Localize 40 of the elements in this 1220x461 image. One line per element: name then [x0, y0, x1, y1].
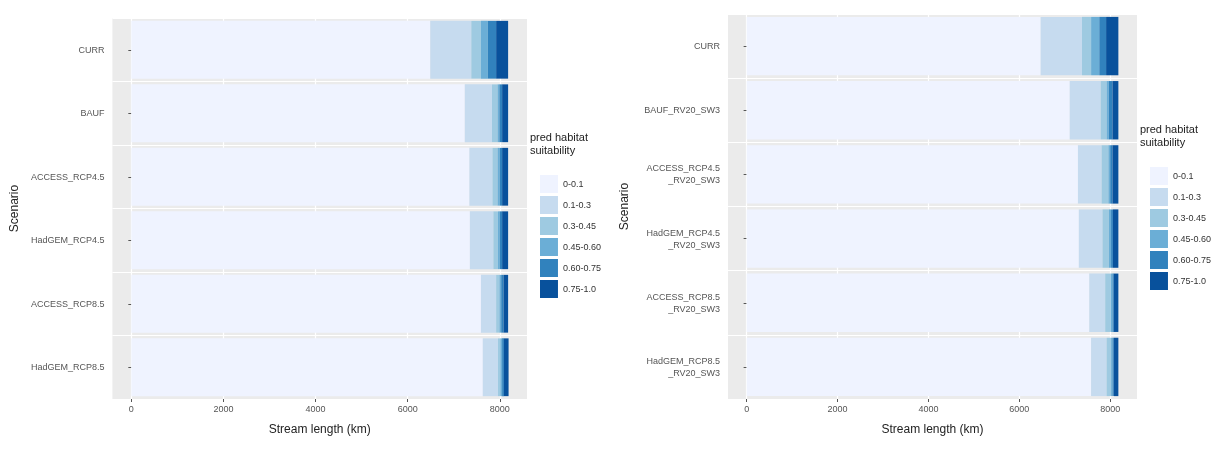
y-tick-label: ACCESS_RCP8.5 — [30, 298, 105, 309]
x-tick-label: 2000 — [213, 403, 234, 414]
y-tick-label: CURR — [694, 41, 721, 52]
y-tick-label: ACCESS_RCP8.5 _RV20_SW3 — [646, 291, 720, 314]
x-tick-label: 2000 — [827, 403, 848, 414]
x-tick-label: 6000 — [397, 403, 418, 414]
legend-label: 0.45-0.60 — [562, 242, 601, 252]
x-axis-title: Stream length (km) — [881, 422, 984, 436]
legend-label: 0.1-0.3 — [1172, 192, 1201, 202]
x-tick-label: 8000 — [1100, 403, 1121, 414]
legend-label: 0-0.1 — [1172, 171, 1194, 181]
legend-title: pred habitat suitability — [1139, 122, 1199, 148]
x-axis-title: Stream length (km) — [268, 422, 371, 436]
legend-label: 0.3-0.45 — [562, 221, 596, 231]
y-axis-title: Scenario — [7, 184, 21, 233]
y-tick-label: HadGEM_RCP8.5 _RV20_SW3 — [646, 355, 720, 378]
legend-label: 0.1-0.3 — [562, 200, 591, 210]
legend-title: pred habitat suitability — [529, 130, 589, 156]
x-tick-label: 4000 — [918, 403, 939, 414]
x-tick-label: 6000 — [1009, 403, 1030, 414]
legend-label: 0.60-0.75 — [562, 263, 601, 273]
y-tick-label: HadGEM_RCP4.5 _RV20_SW3 — [646, 227, 720, 250]
legend-label: 0.45-0.60 — [1172, 234, 1211, 244]
x-tick-label: 8000 — [489, 403, 510, 414]
y-tick-label: ACCESS_RCP4.5 _RV20_SW3 — [646, 163, 720, 186]
y-tick-label: CURR — [78, 44, 105, 55]
y-tick-label: ACCESS_RCP4.5 — [30, 171, 105, 182]
x-tick-label: 0 — [128, 403, 134, 414]
x-tick-label: 0 — [744, 403, 750, 414]
legend-label: 0.3-0.45 — [1172, 213, 1206, 223]
legend-label: 0.75-1.0 — [1172, 276, 1206, 286]
y-tick-label: HadGEM_RCP8.5 — [30, 362, 105, 373]
legend-label: 0.75-1.0 — [562, 284, 596, 294]
x-tick-label: 4000 — [305, 403, 326, 414]
y-tick-label: HadGEM_RCP4.5 — [30, 235, 105, 246]
legend-label: 0-0.1 — [562, 179, 584, 189]
y-tick-label: BAUF_RV20_SW3 — [644, 105, 720, 116]
y-tick-label: BAUF — [80, 108, 105, 119]
y-axis-title: Scenario — [617, 182, 631, 231]
legend-label: 0.60-0.75 — [1172, 255, 1211, 265]
